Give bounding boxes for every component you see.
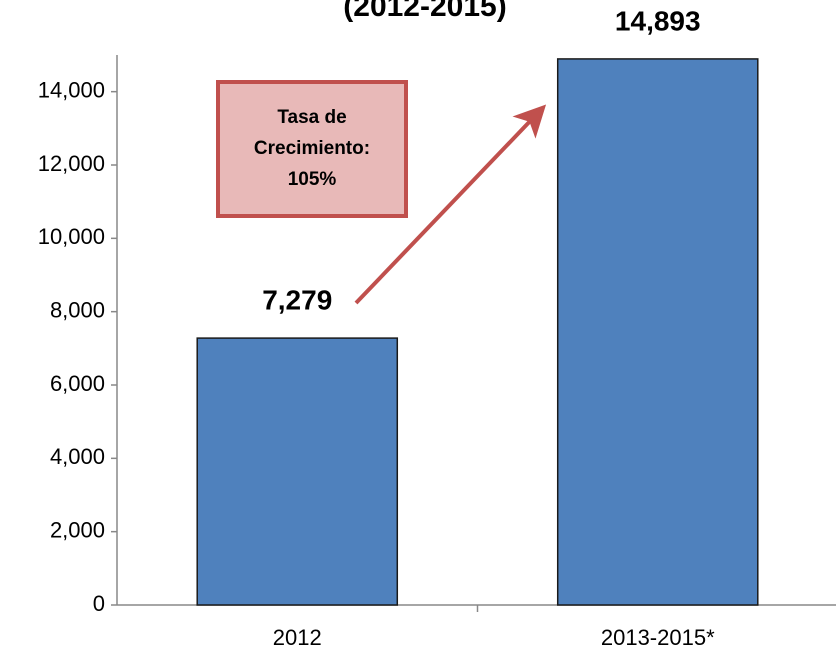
annotation-text: Crecimiento: bbox=[254, 138, 370, 159]
chart-title: (2012-2015) bbox=[343, 0, 506, 23]
y-tick-label: 4,000 bbox=[50, 444, 105, 469]
data-label: 7,279 bbox=[262, 284, 332, 315]
y-tick-label: 6,000 bbox=[50, 371, 105, 396]
y-tick-label: 8,000 bbox=[50, 297, 105, 322]
y-tick-label: 14,000 bbox=[38, 77, 105, 102]
bar bbox=[556, 58, 759, 606]
annotation-text: 105% bbox=[288, 169, 337, 190]
y-tick-label: 12,000 bbox=[38, 151, 105, 176]
data-label: 14,893 bbox=[615, 5, 701, 36]
annotation-text: Tasa de bbox=[277, 107, 346, 128]
growth-arrow bbox=[354, 104, 547, 305]
y-tick-label: 10,000 bbox=[38, 224, 105, 249]
x-tick-label: 2012 bbox=[273, 625, 322, 650]
y-tick-label: 0 bbox=[93, 591, 105, 616]
y-tick-label: 2,000 bbox=[50, 517, 105, 542]
bar bbox=[196, 337, 399, 606]
x-tick-label: 2013-2015* bbox=[601, 625, 715, 650]
annotation-box bbox=[216, 80, 408, 218]
